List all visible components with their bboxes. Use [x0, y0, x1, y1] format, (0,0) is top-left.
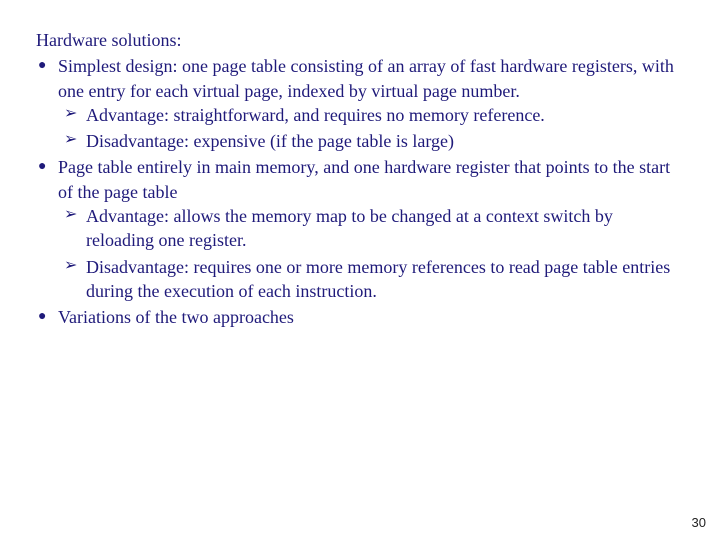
list-item-text: Simplest design: one page table consisti… [58, 56, 674, 100]
sub-list-item: Advantage: straightforward, and requires… [86, 103, 684, 127]
sub-list-item: Disadvantage: expensive (if the page tab… [86, 129, 684, 153]
list-item-text: Page table entirely in main memory, and … [58, 157, 670, 201]
list-item-text: Variations of the two approaches [58, 307, 294, 327]
sub-list-item: Advantage: allows the memory map to be c… [86, 204, 684, 253]
list-item: Simplest design: one page table consisti… [58, 54, 684, 153]
sub-list-item: Disadvantage: requires one or more memor… [86, 255, 684, 304]
sub-bullet-list: Advantage: allows the memory map to be c… [58, 204, 684, 303]
sub-bullet-list: Advantage: straightforward, and requires… [58, 103, 684, 154]
list-item: Page table entirely in main memory, and … [58, 155, 684, 303]
list-item: Variations of the two approaches [58, 305, 684, 329]
heading: Hardware solutions: [36, 28, 684, 52]
page-number: 30 [692, 515, 706, 530]
bullet-list: Simplest design: one page table consisti… [36, 54, 684, 329]
slide: Hardware solutions: Simplest design: one… [0, 0, 720, 540]
